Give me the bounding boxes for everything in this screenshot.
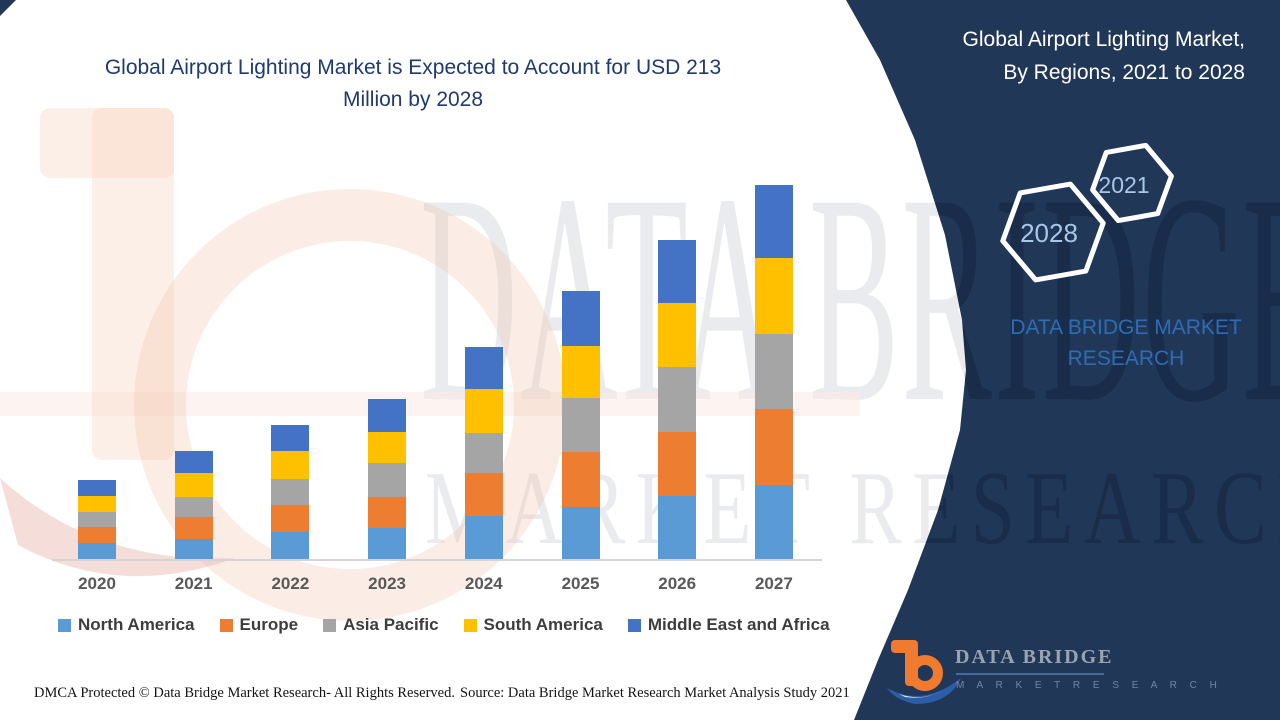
segment-south-america <box>658 303 697 367</box>
segment-north-america <box>271 532 310 560</box>
segment-middle-east-and-africa <box>174 451 213 473</box>
x-tick-2027: 2027 <box>754 574 793 593</box>
legend-label: Middle East and Africa <box>647 615 830 634</box>
segment-south-america <box>464 389 503 433</box>
bar-2023 <box>368 399 407 560</box>
segment-middle-east-and-africa <box>78 480 116 496</box>
brand-text: DATA BRIDGE MARKET RESEARCH <box>1010 316 1242 370</box>
segment-middle-east-and-africa <box>368 399 407 432</box>
segment-asia-pacific <box>658 367 697 432</box>
x-axis-labels: 2020 2021 2022 2023 2024 2025 2026 2027 <box>59 574 819 598</box>
segment-middle-east-and-africa <box>464 347 503 389</box>
legend-swatch <box>463 618 477 632</box>
legend-label: North America <box>78 615 195 634</box>
segment-asia-pacific <box>754 334 793 409</box>
hexagon-2028 <box>1000 181 1106 283</box>
legend-swatch <box>323 618 337 632</box>
segment-north-america <box>78 543 116 560</box>
segment-middle-east-and-africa <box>658 240 697 303</box>
segment-south-america <box>561 346 600 398</box>
bar-2027 <box>754 185 793 560</box>
panel-title-line2: By Regions, 2021 to 2028 <box>1003 61 1245 84</box>
segment-europe <box>561 452 600 507</box>
segment-north-america <box>174 539 213 560</box>
chart-legend: North America Europe Asia Pacific South Ame… <box>58 615 848 635</box>
segment-south-america <box>754 258 793 334</box>
segment-europe <box>658 432 697 496</box>
segment-asia-pacific <box>78 512 116 527</box>
segment-north-america <box>368 528 407 560</box>
legend-swatch <box>627 618 641 632</box>
bar-2026 <box>658 240 697 560</box>
footer-source: Source: Data Bridge Market Research Mark… <box>460 685 850 701</box>
bar-2024 <box>464 347 503 560</box>
segment-south-america <box>368 432 407 463</box>
logo-subtitle: M A R K E T R E S E A R C H <box>956 680 1222 691</box>
segment-europe <box>754 409 793 485</box>
x-tick-2021: 2021 <box>174 574 213 593</box>
legend-label: Europe <box>239 615 299 634</box>
segment-south-america <box>174 473 213 497</box>
x-tick-2022: 2022 <box>271 574 310 593</box>
logo-name: DATA BRIDGE <box>955 646 1114 668</box>
panel-title: Global Airport Lighting Market, By Regio… <box>845 23 1245 89</box>
segment-middle-east-and-africa <box>754 185 793 258</box>
legend-item-south-america: South America <box>463 615 603 635</box>
hexagon-2028-label: 2028 <box>1020 218 1078 248</box>
segment-south-america <box>271 451 310 479</box>
segment-europe <box>464 473 503 516</box>
legend-item-middle-east-and-africa: Middle East and Africa <box>627 615 830 635</box>
segment-north-america <box>464 516 503 560</box>
x-tick-2023: 2023 <box>368 574 406 593</box>
bar-2022 <box>271 425 310 560</box>
bar-chart <box>59 170 819 560</box>
bar-2020 <box>78 480 116 560</box>
x-tick-2024: 2024 <box>464 574 503 593</box>
legend-item-europe: Europe <box>219 615 299 635</box>
segment-europe <box>368 497 407 528</box>
footer-dmca: DMCA Protected © Data Bridge Market Rese… <box>34 685 455 701</box>
segment-asia-pacific <box>271 479 310 505</box>
logo-rule <box>956 673 1104 675</box>
segment-middle-east-and-africa <box>561 291 600 346</box>
legend-label: Asia Pacific <box>343 615 439 634</box>
segment-north-america <box>754 485 793 560</box>
segment-north-america <box>658 496 697 560</box>
panel-title-line1: Global Airport Lighting Market, <box>962 28 1245 51</box>
segment-europe <box>78 527 116 543</box>
x-axis-line <box>52 559 822 561</box>
legend-item-asia-pacific: Asia Pacific <box>323 615 439 635</box>
segment-asia-pacific <box>464 433 503 473</box>
watermark-b-top <box>40 108 174 178</box>
company-logo: DATA BRIDGE M A R K E T R E S E A R C H <box>885 630 1217 712</box>
x-tick-2025: 2025 <box>561 574 600 593</box>
segment-asia-pacific <box>561 398 600 452</box>
segment-europe <box>271 505 310 532</box>
segment-asia-pacific <box>368 463 407 497</box>
x-tick-2026: 2026 <box>658 574 697 593</box>
segment-north-america <box>561 507 600 560</box>
segment-middle-east-and-africa <box>271 425 310 451</box>
hexagon-2021-label: 2021 <box>1098 172 1150 198</box>
legend-swatch <box>58 618 71 632</box>
bar-2021 <box>174 451 213 560</box>
legend-label: South America <box>483 615 603 634</box>
legend-swatch <box>219 618 233 632</box>
segment-europe <box>174 517 213 539</box>
bar-2025 <box>561 291 600 560</box>
logo-b-icon <box>887 640 961 704</box>
hexagon-2021 <box>1090 142 1174 224</box>
legend-item-north-america: North America <box>58 615 195 635</box>
x-tick-2020: 2020 <box>78 574 116 593</box>
corner-triangle <box>0 0 16 16</box>
page-title: Global Airport Lighting Market is Expect… <box>104 56 722 111</box>
year-hexagons <box>1000 142 1174 283</box>
segment-asia-pacific <box>174 497 213 517</box>
segment-south-america <box>78 496 116 512</box>
